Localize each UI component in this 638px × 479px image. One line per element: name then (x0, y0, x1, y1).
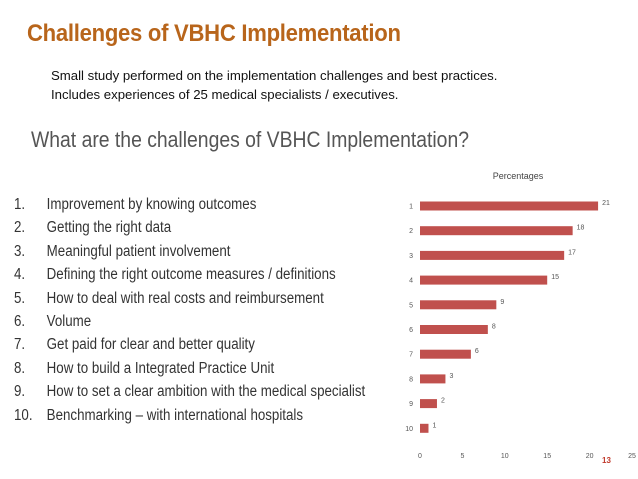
bar-value-label: 18 (577, 225, 585, 232)
category-label: 8 (409, 376, 413, 383)
category-label: 10 (405, 426, 413, 433)
x-tick-label: 25 (628, 453, 636, 460)
bar (420, 226, 573, 236)
challenge-item: 6. Volume (14, 313, 365, 336)
bar-value-label: 2 (441, 398, 445, 405)
category-label: 7 (409, 352, 413, 359)
bar (420, 300, 497, 310)
slide-title: Challenges of VBHC Implementation (27, 20, 401, 47)
bar-value-label: 6 (475, 348, 479, 355)
bar-value-label: 1 (432, 422, 436, 429)
challenge-number: 10. (14, 406, 33, 424)
bar (420, 349, 471, 359)
question-heading: What are the challenges of VBHC Implemen… (31, 127, 469, 152)
challenge-item: 2. Getting the right data (14, 219, 365, 242)
challenge-number: 4. (14, 266, 26, 284)
challenge-text: Volume (46, 312, 92, 330)
category-label: 4 (409, 278, 413, 285)
x-tick-label: 20 (586, 453, 594, 460)
bar (420, 374, 446, 384)
x-tick-label: 0 (418, 453, 422, 460)
bar (420, 399, 437, 409)
category-label: 9 (409, 401, 413, 408)
category-label: 1 (409, 204, 413, 211)
challenge-text: How to deal with real costs and reimburs… (46, 289, 324, 307)
bar (420, 275, 548, 285)
bar (420, 325, 488, 334)
category-label: 5 (409, 302, 413, 309)
bar (420, 423, 429, 433)
challenge-text: Meaningful patient involvement (46, 242, 231, 260)
challenge-number: 8. (14, 359, 26, 377)
challenge-number: 6. (14, 312, 26, 330)
bar (420, 250, 565, 260)
x-tick-label: 10 (501, 453, 509, 460)
bar-value-label: 3 (449, 373, 453, 380)
study-description-line-2: Includes experiences of 25 medical speci… (51, 87, 399, 102)
challenge-text: Improvement by knowing outcomes (46, 196, 257, 213)
category-label: 6 (409, 327, 413, 334)
bar-value-label: 21 (602, 200, 610, 207)
category-label: 3 (409, 253, 413, 260)
bar-value-label: 8 (492, 324, 496, 331)
challenge-item: 1. Improvement by knowing outcomes (14, 196, 365, 219)
bar-value-label: 15 (551, 274, 559, 281)
challenge-number: 3. (14, 242, 26, 260)
x-tick-label: 15 (543, 453, 551, 460)
study-description-line-1: Small study performed on the implementat… (51, 68, 498, 83)
challenge-text: Benchmarking – with international hospit… (46, 406, 304, 424)
bar-value-label: 17 (568, 249, 576, 256)
bar (420, 201, 599, 211)
study-description: Small study performed on the implementat… (51, 66, 611, 104)
challenge-text: Get paid for clear and better quality (46, 336, 255, 354)
x-tick-label: 5 (460, 453, 464, 460)
challenge-number: 7. (14, 336, 26, 354)
challenge-text: Defining the right outcome measures / de… (46, 266, 336, 284)
category-label: 2 (409, 228, 413, 235)
challenge-item: 4. Defining the right outcome measures / … (14, 266, 365, 289)
chart-title: Percentages (493, 171, 544, 181)
challenge-item: 5. How to deal with real costs and reimbu… (14, 290, 365, 313)
challenge-item: 3. Meaningful patient involvement (14, 243, 365, 266)
challenge-list: 1. Improvement by knowing outcomes 2. Getti… (14, 196, 422, 430)
challenge-item: 7. Get paid for clear and better quality (14, 336, 365, 359)
bar-value-label: 9 (500, 299, 504, 306)
challenge-text: How to set a clear ambition with the med… (46, 383, 366, 401)
challenge-number: 1. (14, 196, 26, 213)
page-number: 13 (602, 456, 611, 465)
challenge-text: How to build a Integrated Practice Unit (46, 359, 275, 377)
challenge-number: 2. (14, 219, 26, 237)
challenge-number: 9. (14, 383, 26, 401)
challenge-item: 10. Benchmarking – with international hos… (14, 407, 365, 430)
challenge-item: 9. How to set a clear ambition with the m… (14, 383, 365, 406)
challenge-number: 5. (14, 289, 26, 307)
challenge-text: Getting the right data (46, 219, 172, 237)
challenge-item: 8. How to build a Integrated Practice Uni… (14, 360, 365, 383)
